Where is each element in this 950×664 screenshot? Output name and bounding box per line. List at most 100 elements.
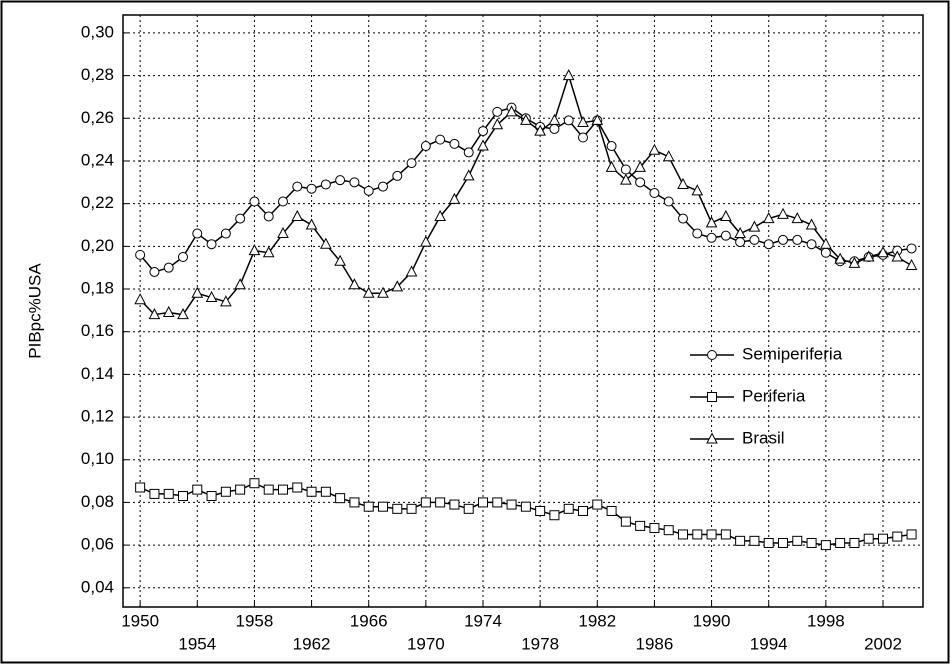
data-point xyxy=(605,160,618,172)
data-point xyxy=(620,164,631,175)
series-line xyxy=(139,73,912,316)
data-point xyxy=(491,118,504,130)
data-point xyxy=(792,535,803,546)
data-point xyxy=(563,503,574,514)
x-tick-label: 1974 xyxy=(464,611,502,630)
data-point xyxy=(778,234,788,245)
data-point xyxy=(834,252,846,264)
data-point xyxy=(663,196,674,207)
data-point xyxy=(792,234,803,245)
data-point xyxy=(392,503,403,514)
data-point xyxy=(349,497,360,508)
data-point xyxy=(278,196,288,207)
data-point xyxy=(735,535,746,546)
y-tick-label: 0,16 xyxy=(81,321,114,340)
data-point xyxy=(549,510,560,521)
plot-frame xyxy=(122,14,924,608)
y-axis-label: PIBpc%USA xyxy=(25,263,44,359)
data-point xyxy=(291,209,304,221)
data-point xyxy=(591,113,604,125)
data-point xyxy=(763,537,774,548)
data-point xyxy=(463,503,474,514)
data-point xyxy=(677,177,689,189)
data-point xyxy=(435,497,446,508)
data-point xyxy=(134,293,146,305)
data-point xyxy=(635,177,646,188)
data-point xyxy=(606,141,617,152)
data-point xyxy=(349,177,360,188)
data-point xyxy=(220,486,231,497)
y-tick-label: 0,28 xyxy=(81,65,114,84)
data-point xyxy=(363,501,374,512)
y-tick-label: 0,18 xyxy=(81,279,114,298)
data-point xyxy=(263,211,274,222)
data-point xyxy=(363,185,374,196)
data-point xyxy=(177,308,189,320)
data-point xyxy=(820,540,831,551)
data-point xyxy=(249,478,260,489)
legend-marker xyxy=(706,432,718,444)
data-point xyxy=(148,308,161,320)
data-point xyxy=(449,138,460,149)
x-tick-label: 1962 xyxy=(293,634,331,653)
data-point xyxy=(235,484,246,495)
data-point xyxy=(135,482,146,493)
data-point xyxy=(620,516,631,527)
y-tick-label: 0,12 xyxy=(81,407,114,426)
data-point xyxy=(678,529,688,540)
data-point xyxy=(749,535,760,546)
data-point xyxy=(692,228,703,239)
data-point xyxy=(678,213,688,224)
data-point xyxy=(320,179,331,190)
data-point xyxy=(420,141,431,152)
legend-label: Semiperiferia xyxy=(742,344,843,363)
data-point xyxy=(220,228,231,239)
data-point xyxy=(305,218,318,230)
data-point xyxy=(178,252,188,263)
data-point xyxy=(235,213,246,224)
data-point xyxy=(205,290,218,303)
data-point xyxy=(534,124,546,136)
y-tick-label: 0,22 xyxy=(81,193,114,212)
y-tick-label: 0,30 xyxy=(81,22,114,41)
data-point xyxy=(420,497,431,508)
data-point xyxy=(805,218,818,230)
y-tick-label: 0,14 xyxy=(81,364,114,383)
data-point xyxy=(691,184,704,196)
data-point xyxy=(262,246,275,258)
data-point xyxy=(492,497,503,508)
data-point xyxy=(320,486,331,497)
data-point xyxy=(435,134,446,145)
data-point xyxy=(720,529,731,540)
data-point xyxy=(249,196,260,207)
data-point xyxy=(320,237,332,249)
data-point xyxy=(562,69,575,81)
data-point xyxy=(663,525,674,536)
data-point xyxy=(735,237,746,248)
data-point xyxy=(763,239,774,250)
data-point xyxy=(806,537,817,548)
data-point xyxy=(263,484,274,495)
x-tick-label: 1994 xyxy=(750,634,788,653)
data-point xyxy=(506,499,517,510)
data-point xyxy=(306,183,317,194)
data-point xyxy=(405,265,418,277)
data-point xyxy=(648,143,661,155)
data-point xyxy=(163,262,174,273)
data-point xyxy=(163,488,174,499)
data-point xyxy=(377,286,389,298)
data-point xyxy=(848,256,861,268)
data-point xyxy=(548,113,561,125)
data-point xyxy=(391,280,404,292)
x-tick-label: 1958 xyxy=(236,611,274,630)
data-point xyxy=(492,106,503,117)
legend-label: Brasil xyxy=(742,428,785,447)
data-point xyxy=(162,305,175,317)
data-point xyxy=(520,501,531,512)
data-point xyxy=(634,160,646,172)
data-point xyxy=(192,228,203,239)
y-tick-label: 0,20 xyxy=(81,236,114,255)
data-point xyxy=(649,523,660,534)
